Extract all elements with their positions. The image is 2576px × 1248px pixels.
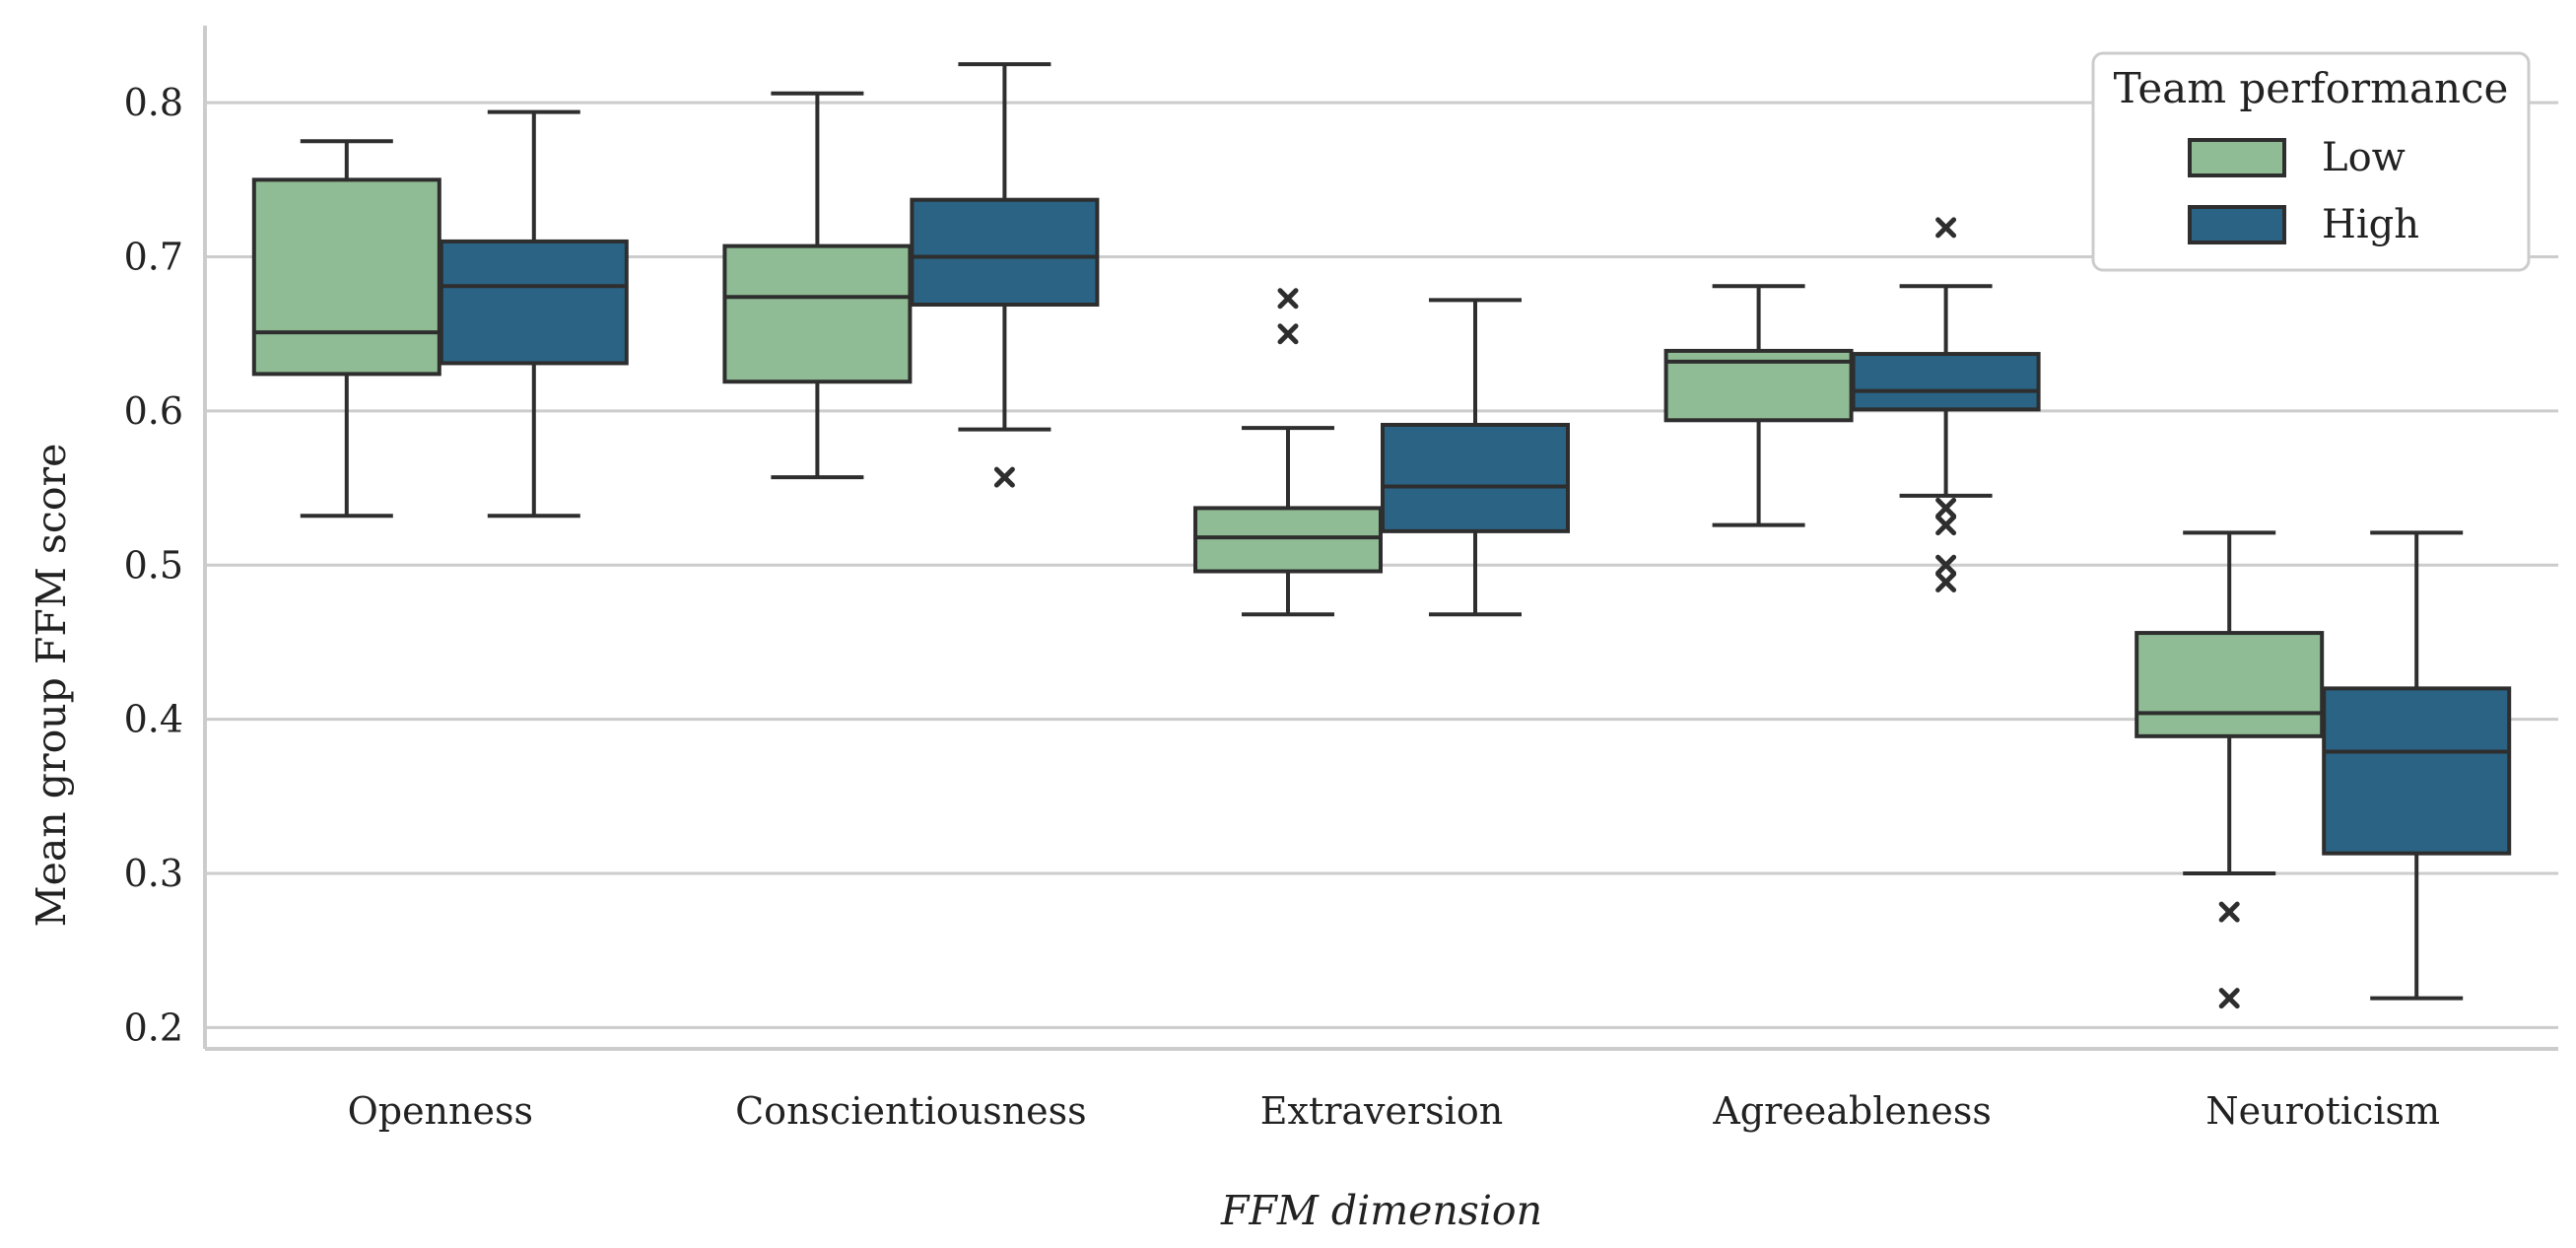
legend-items: Low High	[2188, 135, 2419, 247]
y-tick-label-0: 0.2	[124, 1005, 183, 1049]
y-tick-labels: 0.2 0.3 0.4 0.5 0.6 0.7 0.8	[124, 81, 183, 1049]
outlier-marker-2	[1935, 515, 1957, 536]
legend-item-high: High	[2188, 202, 2419, 247]
outlier-stroke-b	[1935, 497, 1957, 519]
outlier-stroke-b	[1935, 554, 1957, 576]
x-tick-label-4: Neuroticism	[2205, 1089, 2440, 1133]
outlier-stroke-b	[1277, 288, 1299, 310]
legend-title: Team performance	[2114, 64, 2509, 112]
box-iqr	[439, 239, 629, 366]
outlier-stroke-b	[1935, 571, 1957, 592]
legend-label: Low	[2322, 135, 2406, 180]
y-tick-label-4: 0.6	[124, 389, 183, 433]
x-tick-label-3: Agreeableness	[1712, 1089, 1992, 1133]
outlier-stroke-b	[1277, 323, 1299, 345]
x-axis-title: FFM dimension	[1220, 1187, 1542, 1234]
axes	[203, 26, 2558, 1051]
box-iqr	[2135, 631, 2325, 738]
x-tick-label-1: Conscientiousness	[735, 1089, 1087, 1133]
box-iqr	[1851, 352, 2041, 412]
box-iqr	[1193, 506, 1383, 574]
box-low-2	[1193, 288, 1383, 617]
outlier-marker-1	[1935, 497, 1957, 519]
y-tick-label-5: 0.7	[124, 236, 183, 279]
box-high-2	[1381, 298, 1570, 617]
box-iqr	[910, 197, 1100, 308]
legend: Team performance Low High	[2091, 51, 2531, 272]
outlier-marker-1	[1277, 288, 1299, 310]
outlier-stroke-b	[1935, 217, 1957, 239]
legend-label: High	[2322, 202, 2419, 247]
outlier-stroke-b	[993, 466, 1015, 488]
box-iqr	[1381, 422, 1570, 533]
outlier-marker-0	[1277, 323, 1299, 345]
x-tick-label-2: Extraversion	[1260, 1089, 1503, 1133]
box-iqr	[251, 177, 441, 377]
box-low-3	[1663, 284, 1854, 527]
outlier-stroke-b	[2218, 901, 2240, 923]
outlier-marker-4	[1935, 571, 1957, 592]
outlier-stroke-b	[1935, 515, 1957, 536]
y-tick-label-2: 0.4	[124, 698, 183, 741]
box-low-1	[722, 91, 913, 480]
outlier-stroke-b	[2218, 988, 2240, 1009]
y-tick-label-1: 0.3	[124, 852, 183, 895]
y-tick-label-3: 0.5	[124, 543, 183, 587]
legend-swatch	[2188, 205, 2286, 244]
outlier-marker-0	[993, 466, 1015, 488]
box-high-4	[2322, 530, 2512, 1001]
box-plots	[251, 62, 2512, 1009]
y-tick-label-6: 0.8	[124, 81, 183, 124]
box-low-4	[2135, 530, 2325, 1009]
legend-swatch	[2188, 138, 2286, 177]
x-tick-labels: Openness Conscientiousness Extraversion Agr…	[348, 1089, 2440, 1133]
legend-item-low: Low	[2188, 135, 2406, 180]
box-iqr	[722, 243, 913, 384]
box-high-1	[910, 62, 1100, 488]
box-high-3	[1851, 217, 2041, 592]
box-high-0	[439, 109, 629, 519]
outlier-marker-1	[2218, 988, 2240, 1009]
outlier-marker-0	[1935, 217, 1957, 239]
box-low-0	[251, 139, 441, 519]
x-tick-label-0: Openness	[348, 1089, 533, 1133]
y-axis-title: Mean group FFM score	[28, 444, 75, 928]
outlier-marker-3	[1935, 554, 1957, 576]
box-iqr	[2322, 686, 2512, 856]
outlier-marker-0	[2218, 901, 2240, 923]
